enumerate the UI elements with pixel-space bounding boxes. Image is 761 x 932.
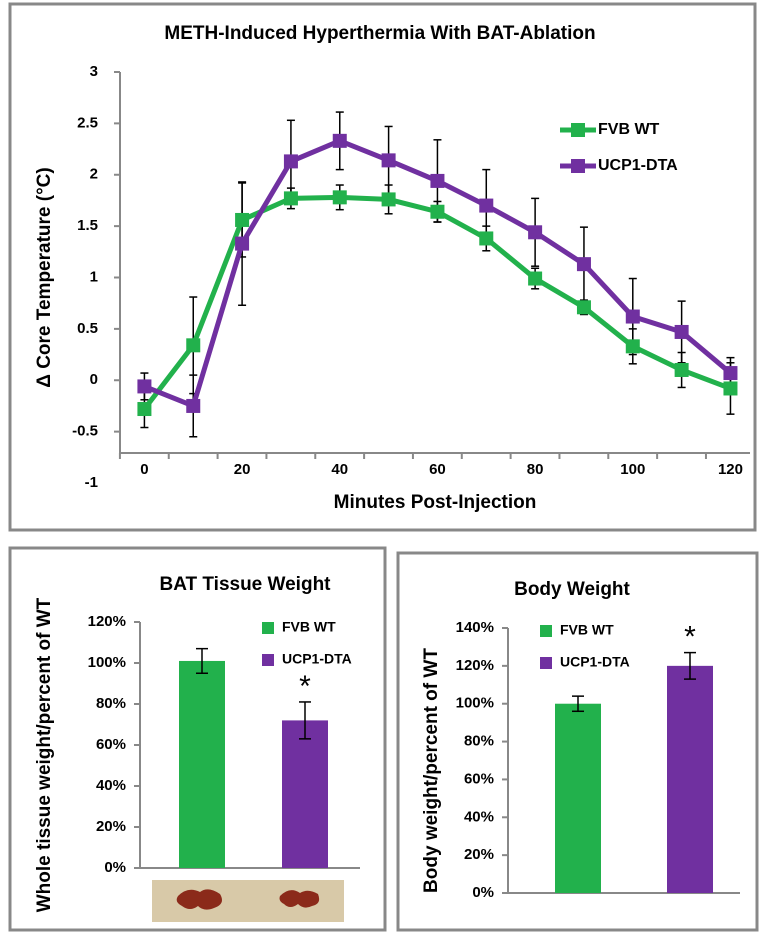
tissue-sample <box>177 889 222 909</box>
x-tick-label: 80 <box>527 461 544 478</box>
chart-title: Body Weight <box>514 579 630 600</box>
y-tick-label: 40% <box>96 777 126 794</box>
data-point <box>235 237 249 251</box>
data-point <box>382 153 396 167</box>
legend-label: FVB WT <box>598 121 660 138</box>
data-point <box>528 225 542 239</box>
x-tick-label: 100 <box>620 461 645 478</box>
y-tick-label: 0% <box>104 859 126 876</box>
data-point <box>284 154 298 168</box>
data-point <box>333 134 347 148</box>
tissue-photo <box>152 880 344 922</box>
x-tick-label: 20 <box>234 461 251 478</box>
data-point <box>137 402 151 416</box>
data-point <box>430 205 444 219</box>
legend-marker <box>571 123 585 137</box>
legend-marker <box>540 657 552 669</box>
data-point <box>186 338 200 352</box>
y-tick-label: -0.5 <box>72 423 98 440</box>
tissue-sample <box>280 890 320 907</box>
significance-marker: * <box>299 670 311 703</box>
y-tick-label: 0.5 <box>77 320 98 337</box>
legend-marker <box>262 622 274 634</box>
data-point <box>137 379 151 393</box>
y-tick-label: 80% <box>96 695 126 712</box>
y-tick-label: 120% <box>88 613 126 630</box>
x-tick-label: 40 <box>331 461 348 478</box>
data-point <box>577 257 591 271</box>
data-point <box>479 231 493 245</box>
data-point <box>333 190 347 204</box>
data-point <box>430 174 444 188</box>
chart-title: BAT Tissue Weight <box>159 574 331 595</box>
y-tick-label: 80% <box>464 733 494 750</box>
bar <box>667 666 713 893</box>
legend-marker <box>262 654 274 666</box>
data-point <box>577 300 591 314</box>
y-tick-label: 1 <box>90 268 98 285</box>
y-tick-label: 20% <box>96 818 126 835</box>
legend-label: FVB WT <box>282 619 336 635</box>
x-axis-label: Minutes Post-Injection <box>334 492 537 513</box>
data-point <box>235 213 249 227</box>
data-point <box>382 192 396 206</box>
legend-marker <box>540 625 552 637</box>
legend-marker <box>571 159 585 173</box>
data-point <box>675 363 689 377</box>
figure: METH-Induced Hyperthermia With BAT-Ablat… <box>0 0 761 932</box>
legend-label: UCP1-DTA <box>282 651 352 667</box>
significance-marker: * <box>684 621 696 654</box>
chart-title: METH-Induced Hyperthermia With BAT-Ablat… <box>164 23 595 44</box>
x-tick-label: 0 <box>140 461 148 478</box>
y-tick-label: 60% <box>464 770 494 787</box>
y-tick-label: 0% <box>472 884 494 901</box>
y-axis-label: Whole tissue weight/percent of WT <box>34 597 55 912</box>
data-point <box>723 366 737 380</box>
series-line <box>144 197 730 409</box>
y-tick-label: 1.5 <box>77 217 98 234</box>
y-tick-label: 3 <box>90 63 98 80</box>
y-axis-label: Δ Core Temperature (°C) <box>34 167 55 387</box>
data-point <box>675 325 689 339</box>
bar <box>282 720 328 868</box>
page: METH-Induced Hyperthermia With BAT-Ablat… <box>0 0 761 932</box>
data-point <box>626 339 640 353</box>
y-tick-label: -1 <box>85 474 98 491</box>
bar <box>555 704 601 893</box>
data-point <box>626 310 640 324</box>
y-tick-label: 100% <box>456 695 494 712</box>
y-tick-label: 20% <box>464 846 494 863</box>
data-point <box>528 272 542 286</box>
y-tick-label: 120% <box>456 657 494 674</box>
data-point <box>186 399 200 413</box>
y-tick-label: 0 <box>90 371 98 388</box>
legend-label: FVB WT <box>560 622 614 638</box>
y-axis-label: Body weight/percent of WT <box>421 648 442 893</box>
y-tick-label: 100% <box>88 654 126 671</box>
legend-label: UCP1-DTA <box>598 157 678 174</box>
y-tick-label: 40% <box>464 808 494 825</box>
y-tick-label: 140% <box>456 619 494 636</box>
y-tick-label: 60% <box>96 736 126 753</box>
x-tick-label: 60 <box>429 461 446 478</box>
y-tick-label: 2 <box>90 166 98 183</box>
y-tick-label: 2.5 <box>77 114 98 131</box>
panel-frame <box>10 4 755 530</box>
bar <box>179 661 225 868</box>
data-point <box>479 199 493 213</box>
data-point <box>723 381 737 395</box>
legend-label: UCP1-DTA <box>560 654 630 670</box>
data-point <box>284 191 298 205</box>
x-tick-label: 120 <box>718 461 743 478</box>
